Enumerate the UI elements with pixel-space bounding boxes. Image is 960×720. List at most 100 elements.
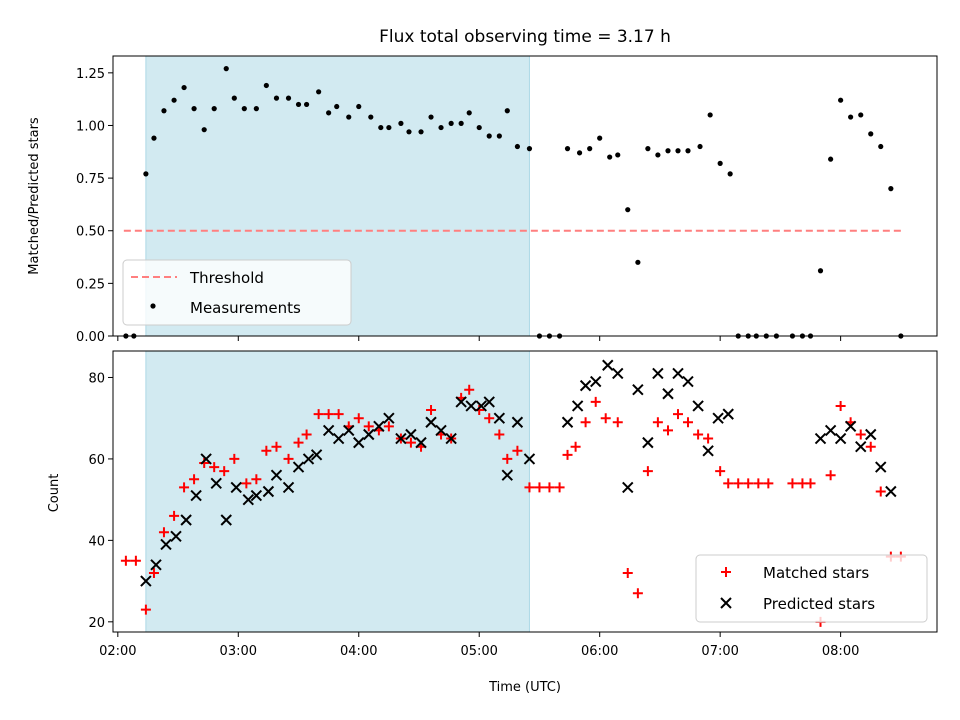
predicted-star-point [814, 432, 827, 445]
predicted-star-point [855, 440, 867, 453]
matched-star-point [787, 478, 798, 489]
measurement-point [576, 150, 583, 156]
measurement-point [356, 103, 362, 110]
legend-measurement-swatch [150, 303, 156, 309]
predicted-star-point [493, 412, 506, 424]
measurement-point [241, 106, 247, 112]
bottom-panel: 20 40 60 80 02:00 03:00 04:00 05:00 06:00 07:00 08… [88, 350, 938, 659]
predicted-star-point [702, 445, 714, 457]
matched-star-point [484, 413, 495, 424]
predicted-star-point [602, 359, 614, 371]
measurement-point [817, 268, 824, 274]
predicted-star-point [322, 424, 335, 437]
x-tick-label: 07:00 [701, 644, 738, 659]
predicted-star-point [230, 481, 242, 494]
measurement-point [645, 146, 651, 152]
matched-star-point [622, 567, 633, 578]
matched-star-point [301, 429, 312, 440]
matched-star-point [179, 482, 190, 493]
top-legend: Threshold Measurements [122, 259, 352, 326]
matched-star-point [733, 478, 744, 489]
matched-star-point [715, 466, 726, 477]
measurement-point [223, 66, 229, 72]
matched-star-point [723, 478, 734, 489]
top-y-tick-label: 1.00 [76, 119, 105, 134]
predicted-star-point [415, 436, 427, 449]
x-tick-label: 06:00 [581, 644, 618, 659]
matched-star-point [293, 437, 304, 448]
matched-star-point [261, 445, 272, 456]
matched-star-point [313, 409, 324, 420]
top-y-axis-label: Matched/Predicted stars [27, 117, 42, 275]
measurement-point [655, 152, 661, 158]
matched-star-point [140, 604, 151, 615]
measurement-point [717, 160, 723, 166]
top-y-tick-label: 0.50 [76, 225, 105, 240]
top-y-tick-label: 0.00 [76, 330, 105, 345]
predicted-star-point [220, 514, 232, 526]
matched-star-point [753, 478, 764, 489]
measurement-point [406, 129, 412, 135]
matched-star-point [682, 417, 693, 428]
measurement-point [635, 259, 641, 265]
measurement-point [665, 148, 671, 154]
measurement-point [848, 114, 854, 120]
measurement-point [587, 146, 593, 152]
matched-star-point [229, 453, 240, 464]
matched-star-point [672, 409, 683, 420]
matched-star-point [570, 441, 581, 452]
predicted-star-point [652, 367, 664, 380]
measurement-point [514, 143, 521, 150]
matched-star-point [642, 466, 653, 477]
predicted-star-point [190, 489, 202, 502]
measurement-point [597, 135, 603, 141]
predicted-star-point [561, 416, 574, 428]
predicted-star-point [435, 424, 447, 437]
predicted-star-point [579, 379, 592, 392]
matched-star-point [554, 482, 565, 493]
matched-star-point [323, 409, 334, 420]
measurement-point [458, 120, 464, 126]
x-tick-label: 04:00 [340, 644, 377, 659]
predicted-star-point [834, 432, 847, 445]
measurement-point [386, 124, 392, 131]
measurement-point [273, 95, 280, 101]
measurement-point [496, 133, 502, 139]
predicted-star-point [445, 432, 457, 445]
bottom-y-axis-label: Count [47, 474, 62, 513]
measurement-point [625, 207, 631, 213]
matched-star-point [703, 433, 714, 444]
predicted-star-point [824, 424, 837, 437]
matched-star-point [652, 417, 663, 428]
bottom-axes-frame [112, 350, 938, 633]
predicted-star-point [483, 396, 495, 408]
top-panel: 0.00 0.25 0.50 0.75 1.00 1.25 Threshold Measure… [76, 55, 938, 345]
predicted-star-point [302, 453, 315, 465]
matched-star-point [158, 527, 169, 538]
top-y-tick-label: 0.75 [76, 172, 105, 187]
predicted-star-point [885, 485, 897, 498]
matched-star-point [562, 449, 573, 460]
legend-measurements-label: Measurements [190, 299, 301, 317]
predicted-star-point [511, 416, 524, 428]
predicted-star-point [692, 400, 704, 412]
predicted-star-point [642, 436, 654, 449]
measurement-point [161, 108, 167, 114]
measurement-point [346, 114, 352, 120]
measurement-point [181, 84, 187, 91]
bottom-y-tick-label: 40 [88, 534, 105, 549]
matched-star-point [169, 510, 180, 521]
measurement-point [303, 101, 310, 108]
matched-star-point [189, 474, 200, 485]
matched-star-point [865, 441, 876, 452]
predicted-star-point [292, 461, 305, 473]
legend-predicted-label: Predicted stars [763, 595, 875, 613]
predicted-star-point [465, 400, 477, 412]
predicted-star-point [262, 485, 275, 498]
bottom-legend-box [695, 554, 928, 623]
predicted-star-point [373, 420, 385, 433]
matched-star-point [426, 405, 437, 416]
bottom-y-tick-label: 20 [88, 616, 105, 631]
measurement-point [607, 154, 613, 160]
predicted-star-point [343, 424, 355, 437]
